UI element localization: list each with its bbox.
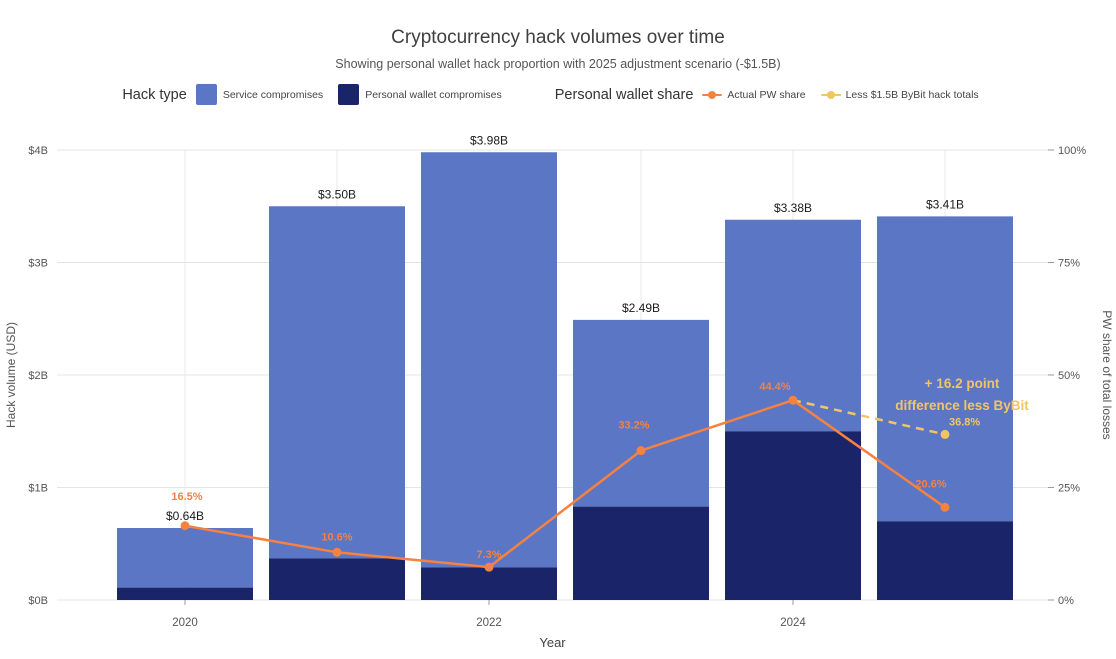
annotation-text: difference less ByBit xyxy=(895,398,1029,413)
bar-total-label: $3.38B xyxy=(774,201,812,215)
y-axis-left-tick-label: $3B xyxy=(28,258,48,270)
actual-pw-share-marker-icon xyxy=(702,90,723,100)
adjusted-pw-share-marker-icon xyxy=(820,90,841,100)
bar-total-label: $2.49B xyxy=(622,301,660,315)
legend-item-adjusted-pw-share: Less $1.5B ByBit hack totals xyxy=(820,88,979,101)
actual-share-point xyxy=(788,395,798,405)
y-axis-right-title: PW share of total losses xyxy=(1100,310,1114,439)
personal-wallet-swatch-icon xyxy=(338,84,360,105)
chart-subtitle: Showing personal wallet hack proportion … xyxy=(335,57,781,71)
legend-item-service-compromises: Service compromises xyxy=(195,84,324,105)
bar-personal-wallet-segment xyxy=(269,558,405,600)
bar-personal-wallet-segment xyxy=(117,587,253,600)
actual-share-point-label: 20.6% xyxy=(915,478,946,490)
bar-total-label: $3.98B xyxy=(470,133,508,147)
bar-total-label: $3.50B xyxy=(318,187,356,201)
legend-label: Personal wallet compromises xyxy=(365,88,502,101)
chart-area: $0B $1B $2B $3B $4B 0% 25% 50% 75% 100% $0.64B $3.5… xyxy=(0,120,1116,659)
bar-service-segment xyxy=(117,528,253,588)
legend-item-personal-wallet-compromises: Personal wallet compromises xyxy=(338,84,502,105)
bar-service-segment xyxy=(421,152,557,568)
bar-service-segment xyxy=(573,319,709,507)
actual-share-point-label: 33.2% xyxy=(618,420,649,432)
bar-personal-wallet-segment xyxy=(725,431,861,600)
hack-volumes-chart: $0B $1B $2B $3B $4B 0% 25% 50% 75% 100% $0.64B $3.5… xyxy=(4,133,1114,650)
actual-share-point-label: 10.6% xyxy=(321,531,352,543)
actual-share-line xyxy=(184,398,946,569)
bar-total-label: $0.64B xyxy=(166,509,204,523)
adjusted-share-line xyxy=(792,398,946,436)
adjusted-share-point xyxy=(940,429,950,439)
y-axis-right-tick-label: 100% xyxy=(1058,145,1086,157)
legend-hack-type-title: Hack type xyxy=(122,86,187,103)
service-compromises-swatch-icon xyxy=(195,84,217,105)
annotation-text: + 16.2 point xyxy=(925,376,1000,391)
bar-service-segment xyxy=(877,216,1013,522)
y-axis-right-tick-label: 50% xyxy=(1058,370,1080,382)
legend-label: Actual PW share xyxy=(727,88,806,101)
legend-label: Service compromises xyxy=(222,88,324,101)
actual-share-point xyxy=(484,562,494,572)
y-axis-right-tick-label: 75% xyxy=(1058,258,1080,270)
y-axis-left-tick-label: $4B xyxy=(28,145,48,157)
x-axis-tick-label: 2020 xyxy=(172,617,198,629)
actual-share-point xyxy=(940,502,950,512)
y-axis-left-tick-label: $0B xyxy=(28,595,48,607)
y-axis-left-title: Hack volume (USD) xyxy=(4,322,18,428)
actual-share-point-label: 7.3% xyxy=(476,549,501,561)
bar-total-label: $3.41B xyxy=(926,197,964,211)
actual-share-point-label: 44.4% xyxy=(759,381,790,393)
legend-dot-icon xyxy=(708,90,717,99)
actual-share-point xyxy=(636,446,646,456)
x-axis-tick-label: 2024 xyxy=(780,617,806,629)
y-axis-left-tick-label: $1B xyxy=(28,483,48,495)
x-axis-title: Year xyxy=(539,635,566,650)
y-axis-right-tick-label: 0% xyxy=(1058,595,1074,607)
bar-service-segment xyxy=(269,206,405,559)
chart-legend: Hack type Service compromises Personal w… xyxy=(0,84,1116,105)
actual-share-point xyxy=(180,521,190,531)
legend-pw-share-title: Personal wallet share xyxy=(554,86,694,103)
actual-share-point xyxy=(332,547,342,557)
bar-personal-wallet-segment xyxy=(877,521,1013,600)
legend-label: Less $1.5B ByBit hack totals xyxy=(845,88,979,101)
y-axis-right-tick-label: 25% xyxy=(1058,483,1080,495)
legend-dot-icon xyxy=(826,90,835,99)
actual-share-point-label: 16.5% xyxy=(171,491,202,503)
y-axis-left-tick-label: $2B xyxy=(28,370,48,382)
chart-title: Cryptocurrency hack volumes over time xyxy=(391,27,725,48)
bar-personal-wallet-segment xyxy=(421,567,557,600)
legend-item-actual-pw-share: Actual PW share xyxy=(702,88,806,101)
adjusted-share-point-label: 36.8% xyxy=(949,416,980,428)
bar-personal-wallet-segment xyxy=(573,506,709,600)
x-axis-tick-label: 2022 xyxy=(476,617,502,629)
